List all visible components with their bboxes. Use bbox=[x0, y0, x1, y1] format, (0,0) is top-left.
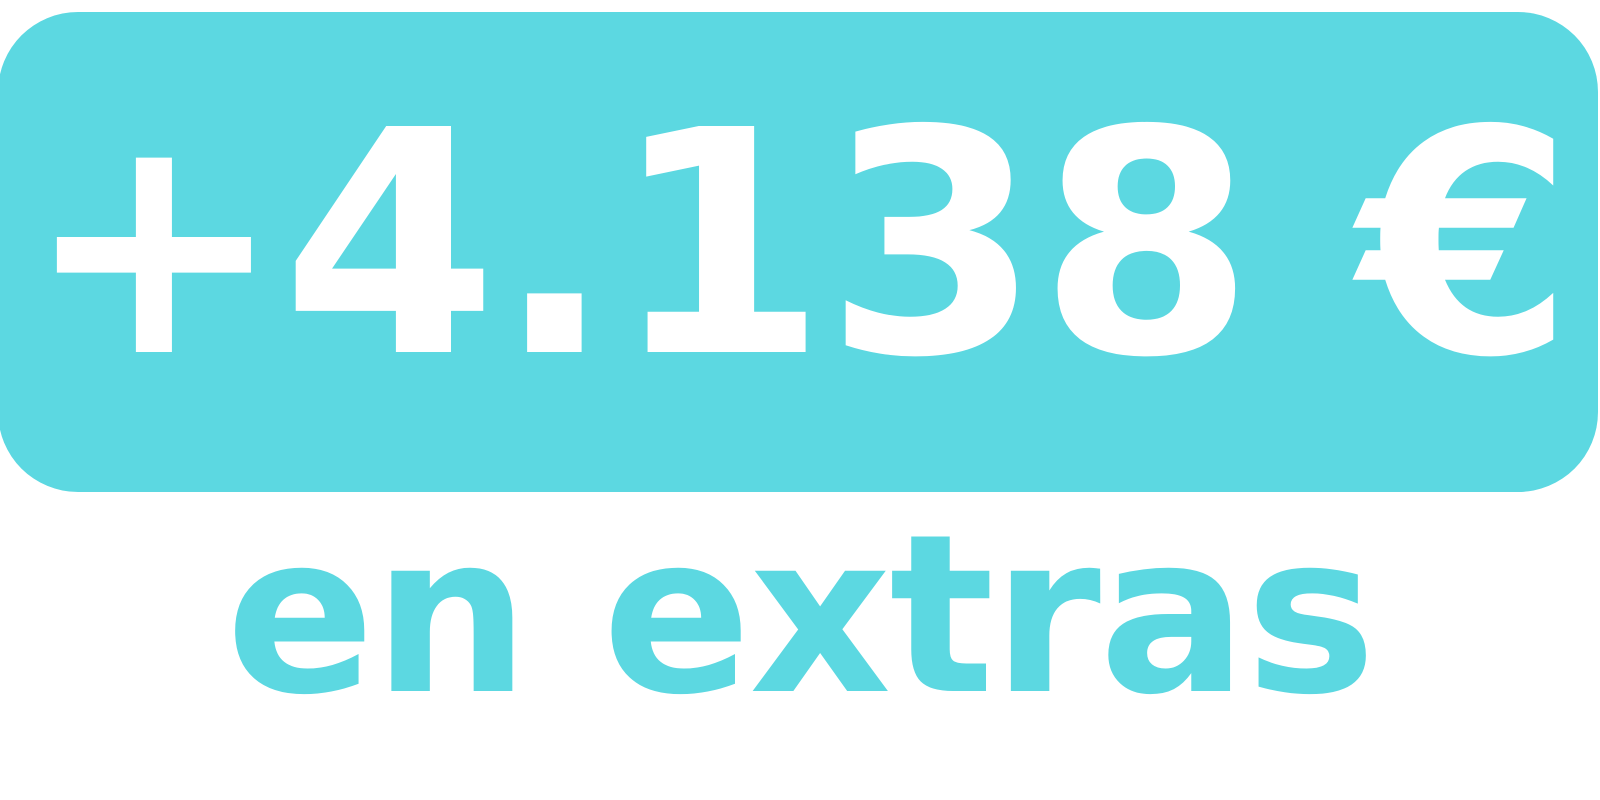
caption-text: en extras bbox=[225, 487, 1377, 743]
value-badge: +4.138 € bbox=[0, 12, 1598, 492]
value-amount: +4.138 € bbox=[24, 65, 1574, 426]
